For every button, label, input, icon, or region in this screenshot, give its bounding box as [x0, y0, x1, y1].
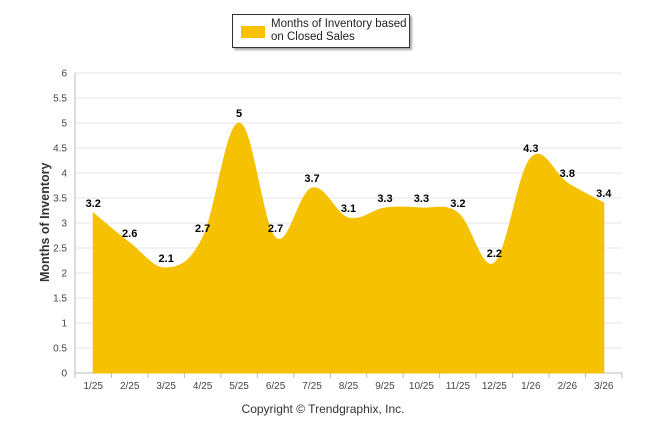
data-label: 3.8 [560, 168, 575, 180]
y-tick-label: 2 [61, 269, 67, 280]
y-tick-label: 4.5 [53, 144, 67, 155]
copyright-text: Copyright © Trendgraphix, Inc. [241, 402, 405, 416]
y-tick-label: 1.5 [53, 294, 67, 305]
x-tick-label: 9/25 [375, 381, 395, 392]
x-tick-label: 10/25 [409, 381, 434, 392]
x-tick-label: 12/25 [482, 381, 507, 392]
data-label: 5 [236, 108, 242, 120]
data-label: 2.1 [159, 253, 174, 265]
y-tick-label: 3.5 [53, 194, 67, 205]
data-label: 3.1 [341, 203, 356, 215]
data-label: 3.2 [450, 198, 465, 210]
y-tick-label: 6 [61, 69, 67, 80]
data-label: 2.6 [122, 228, 137, 240]
data-label: 4.3 [523, 143, 538, 155]
x-tick-label: 1/26 [521, 381, 541, 392]
legend: Months of Inventory based on Closed Sale… [232, 14, 410, 48]
y-tick-label: 0.5 [53, 344, 67, 355]
x-tick-label: 11/25 [446, 381, 471, 392]
x-tick-label: 8/25 [339, 381, 359, 392]
x-tick-label: 1/25 [83, 381, 103, 392]
x-tick-label: 4/25 [193, 381, 213, 392]
x-tick-label: 2/25 [120, 381, 140, 392]
y-axis-label: Months of Inventory [38, 162, 52, 282]
legend-label: Months of Inventory based on Closed Sale… [271, 18, 407, 43]
y-tick-label: 0 [61, 369, 67, 380]
x-tick-label: 3/25 [156, 381, 176, 392]
y-tick-label: 1 [61, 319, 67, 330]
x-tick-label: 3/26 [594, 381, 614, 392]
legend-swatch [241, 26, 265, 38]
data-label: 3.2 [86, 198, 101, 210]
y-tick-label: 4 [61, 169, 67, 180]
x-tick-label: 2/26 [558, 381, 578, 392]
data-label: 2.2 [487, 248, 502, 260]
y-tick-label: 5 [61, 119, 67, 130]
x-tick-label: 6/25 [266, 381, 286, 392]
data-label: 3.3 [377, 193, 392, 205]
data-label: 3.3 [414, 193, 429, 205]
area-series [92, 122, 605, 374]
y-tick-label: 2.5 [53, 244, 67, 255]
x-tick-label: 7/25 [302, 381, 322, 392]
x-tick-label: 5/25 [229, 381, 249, 392]
data-label: 2.7 [195, 223, 210, 235]
y-tick-label: 5.5 [53, 94, 67, 105]
y-tick-label: 3 [61, 219, 67, 230]
data-label: 3.4 [596, 188, 612, 200]
data-label: 2.7 [268, 223, 283, 235]
data-label: 3.7 [304, 173, 319, 185]
